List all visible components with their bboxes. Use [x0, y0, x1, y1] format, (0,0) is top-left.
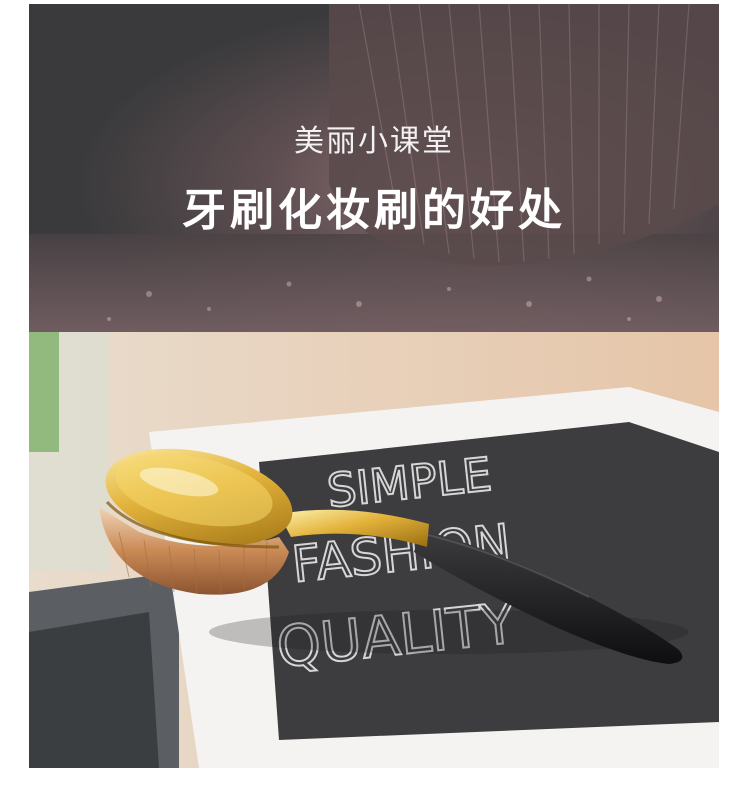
product-photo: SIMPLE FASHION QUALITY: [29, 332, 719, 768]
brush-on-book-illustration: SIMPLE FASHION QUALITY: [29, 332, 719, 768]
hero-banner: 美丽小课堂 牙刷化妆刷的好处: [29, 4, 719, 332]
powder-brush-background: [29, 4, 719, 332]
brush-bristles: [99, 507, 289, 595]
brush-handle: [414, 530, 683, 664]
banner-subtitle: 美丽小课堂: [294, 124, 454, 159]
plant-leaves: [29, 332, 59, 452]
brush-neck: [279, 509, 429, 547]
brush-head: [105, 448, 293, 549]
banner-title: 牙刷化妆刷的好处: [182, 185, 566, 236]
